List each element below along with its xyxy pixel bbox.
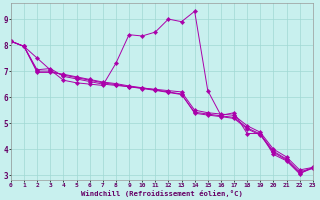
X-axis label: Windchill (Refroidissement éolien,°C): Windchill (Refroidissement éolien,°C)	[81, 190, 243, 197]
